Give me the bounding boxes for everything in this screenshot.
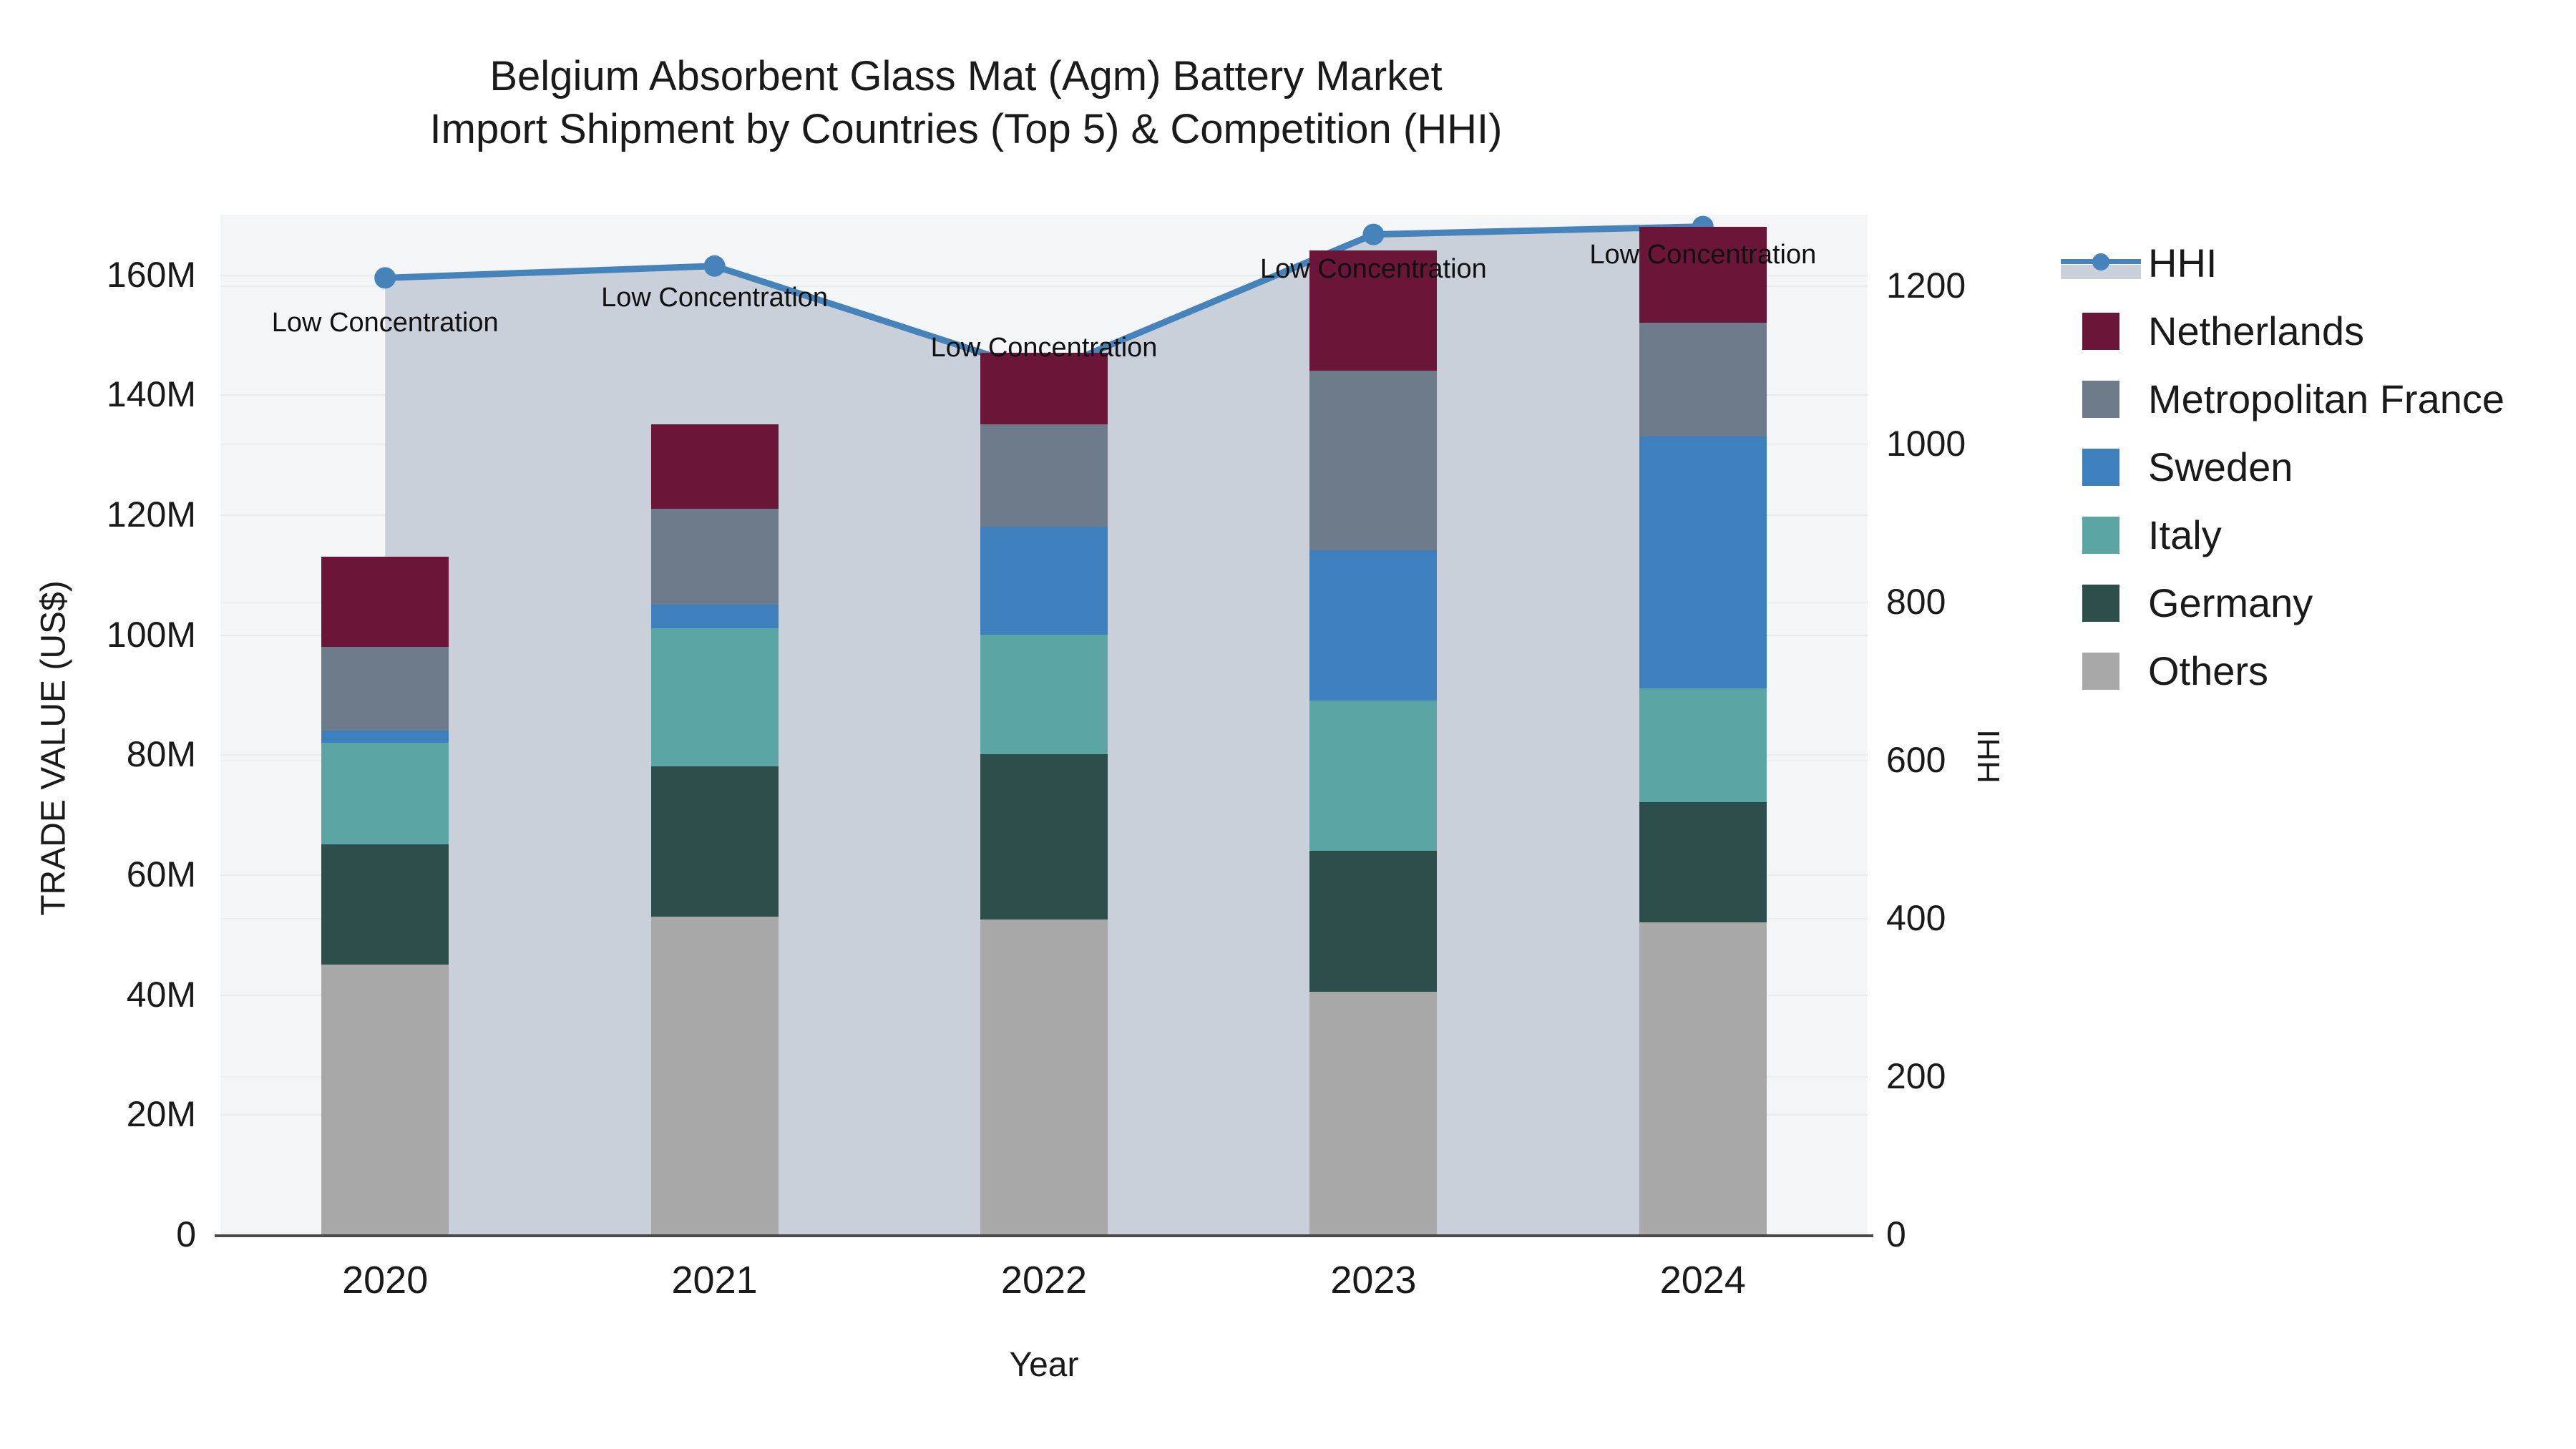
y-axis-left-title: TRADE VALUE (US$) (34, 580, 73, 916)
x-tick-2021: 2021 (671, 1259, 758, 1302)
bar-segment[interactable] (650, 628, 779, 767)
y-tick-right: 600 (1886, 740, 1946, 781)
hhi-data-point[interactable] (1362, 223, 1385, 245)
gridline-left (220, 274, 1868, 276)
y-tick-left: 20M (126, 1094, 196, 1135)
x-tick-2023: 2023 (1330, 1259, 1417, 1302)
gridline-right (220, 286, 1868, 288)
bar-segment[interactable] (980, 526, 1108, 635)
bar-segment[interactable] (321, 556, 449, 647)
bar-segment[interactable] (1309, 700, 1438, 851)
bar-segment[interactable] (1639, 436, 1767, 689)
y-axis-right-ticks: 0 200 400 600 800 1000 1200 (1886, 0, 2101, 1449)
bar-group (1639, 215, 1767, 1234)
legend-item-metropolitan-france[interactable]: Metropolitan France (2061, 365, 2504, 433)
concentration-annotation: Low Concentration (601, 283, 829, 313)
bar-segment[interactable] (1309, 991, 1438, 1234)
legend-item-sweden[interactable]: Sweden (2061, 433, 2504, 501)
y-tick-right: 1200 (1886, 265, 1966, 306)
bar-group (321, 215, 449, 1234)
y-tick-right: 1000 (1886, 424, 1966, 464)
title-line-2: Import Shipment by Countries (Top 5) & C… (429, 106, 1503, 153)
bar-segment[interactable] (321, 844, 449, 965)
bar-segment[interactable] (321, 742, 449, 845)
hhi-data-point[interactable] (374, 267, 396, 289)
y-tick-left: 160M (106, 254, 196, 295)
legend-swatch-icon (2082, 448, 2119, 486)
bar-segment[interactable] (980, 424, 1108, 527)
y-tick-right: 400 (1886, 898, 1946, 939)
bar-group (1309, 215, 1438, 1234)
hhi-data-point[interactable] (703, 255, 726, 277)
bar-segment[interactable] (1309, 370, 1438, 551)
y-axis-left-ticks: 0 20M 40M 60M 80M 100M 120M 140M 160M (0, 0, 209, 1449)
y-tick-left: 60M (126, 854, 196, 895)
legend-swatch-icon (2082, 652, 2119, 690)
bar-segment[interactable] (650, 424, 779, 509)
bar-segment[interactable] (650, 766, 779, 917)
bar-segment[interactable] (980, 634, 1108, 755)
legend-item-germany[interactable]: Germany (2061, 569, 2504, 637)
title-line-1: Belgium Absorbent Glass Mat (Agm) Batter… (489, 53, 1443, 99)
y-tick-left: 40M (126, 974, 196, 1015)
hhi-line-legend-icon (2061, 245, 2141, 282)
legend-swatch-icon (2082, 584, 2119, 622)
legend-swatch-icon (2082, 380, 2119, 418)
y-tick-left: 80M (126, 734, 196, 775)
y-tick-right: 800 (1886, 582, 1946, 623)
legend-label: Netherlands (2148, 308, 2364, 353)
bar-segment[interactable] (1639, 322, 1767, 437)
y-tick-right: 200 (1886, 1056, 1946, 1097)
x-tick-2024: 2024 (1659, 1259, 1746, 1302)
legend-item-italy[interactable]: Italy (2061, 501, 2504, 569)
y-axis-right-title: HHI (1971, 729, 2006, 784)
bar-group (980, 215, 1108, 1234)
bar-segment[interactable] (1639, 688, 1767, 803)
legend-swatch-icon (2082, 516, 2119, 554)
legend-swatch-icon (2082, 312, 2119, 350)
concentration-annotation: Low Concentration (271, 308, 499, 338)
bar-segment[interactable] (321, 646, 449, 731)
x-axis-title: Year (1009, 1346, 1079, 1384)
bar-segment[interactable] (650, 604, 779, 629)
bar-segment[interactable] (1639, 226, 1767, 323)
concentration-annotation: Low Concentration (1259, 254, 1487, 284)
legend-item-netherlands[interactable]: Netherlands (2061, 297, 2504, 365)
bar-segment[interactable] (980, 919, 1108, 1234)
legend-label: Others (2148, 648, 2269, 693)
bar-segment[interactable] (1309, 850, 1438, 992)
x-tick-2022: 2022 (1000, 1259, 1088, 1302)
bar-segment[interactable] (980, 352, 1108, 425)
legend-label: Sweden (2148, 444, 2293, 489)
y-tick-left: 120M (106, 494, 196, 535)
y-tick-left: 0 (176, 1214, 196, 1254)
page-title: Belgium Absorbent Glass Mat (Agm) Batter… (0, 50, 1932, 156)
x-axis-line (215, 1234, 1873, 1237)
legend-label: HHI (2148, 240, 2218, 286)
y-tick-right: 0 (1886, 1214, 1906, 1254)
bars-layer (220, 215, 1868, 1234)
bar-segment[interactable] (650, 916, 779, 1234)
legend-label: Metropolitan France (2148, 376, 2505, 421)
y-tick-left: 100M (106, 614, 196, 655)
y-tick-left: 140M (106, 374, 196, 415)
legend: HHI Netherlands Metropolitan France Sweden I… (2061, 229, 2504, 705)
bar-segment[interactable] (1309, 550, 1438, 701)
legend-item-others[interactable]: Others (2061, 637, 2504, 705)
bar-segment[interactable] (321, 964, 449, 1234)
bar-segment[interactable] (980, 754, 1108, 919)
bar-segment[interactable] (1639, 922, 1767, 1234)
bar-segment[interactable] (321, 730, 449, 743)
bar-segment[interactable] (1639, 802, 1767, 923)
x-tick-2020: 2020 (342, 1259, 429, 1302)
legend-label: Germany (2148, 580, 2313, 625)
bar-segment[interactable] (650, 508, 779, 605)
concentration-annotation: Low Concentration (930, 333, 1158, 363)
concentration-annotation: Low Concentration (1589, 240, 1817, 270)
legend-label: Italy (2148, 512, 2222, 557)
legend-item-hhi[interactable]: HHI (2061, 229, 2504, 297)
bar-group (650, 215, 779, 1234)
bar-segment[interactable] (1309, 250, 1438, 371)
